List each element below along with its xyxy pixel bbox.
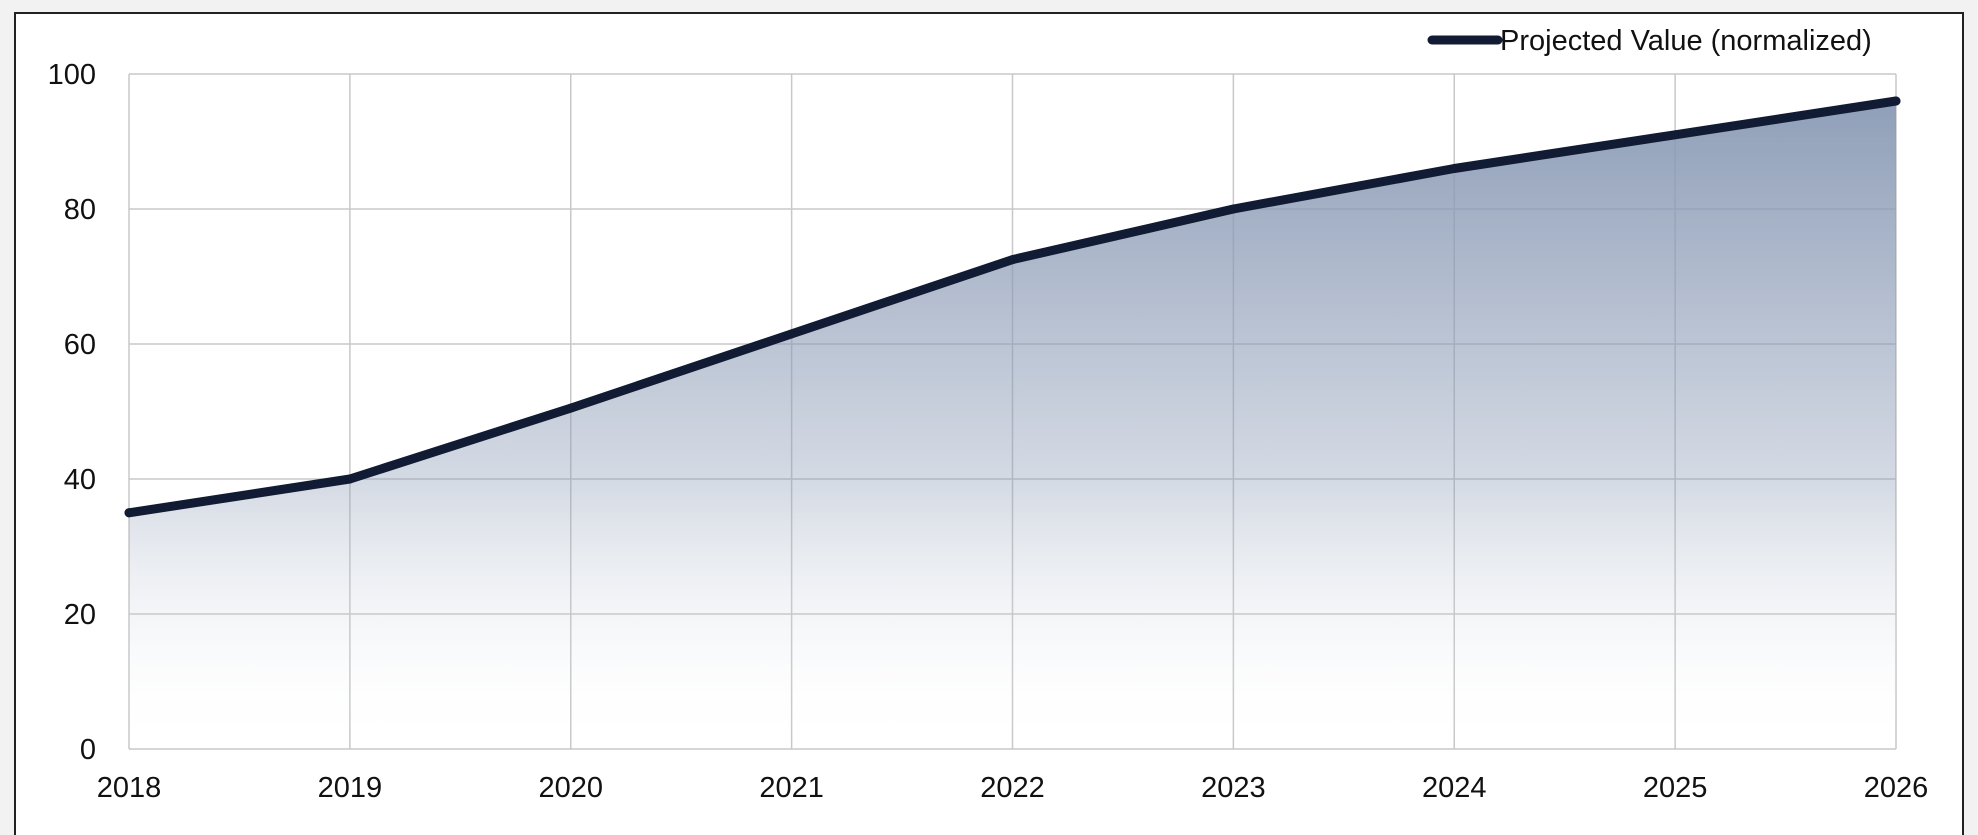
x-tick-label-2021: 2021 [759, 772, 824, 804]
data-point-2022 [1008, 255, 1017, 265]
x-tick-label-2018: 2018 [97, 772, 162, 804]
data-point-2025 [1670, 130, 1680, 140]
data-points [124, 96, 1901, 518]
x-tick-label-2023: 2023 [1201, 772, 1266, 804]
data-point-2019 [345, 474, 355, 484]
legend: Projected Value (normalized) [1427, 25, 1872, 57]
y-axis-ticks: 0 20 40 60 80 100 [48, 59, 96, 766]
data-point-2024 [1449, 164, 1459, 173]
x-tick-label-2020: 2020 [538, 772, 603, 804]
y-tick-label-20: 20 [64, 599, 96, 631]
data-point-2020 [566, 403, 576, 413]
y-tick-label-80: 80 [64, 194, 96, 226]
legend-label: Projected Value (normalized) [1500, 25, 1872, 57]
y-tick-label-60: 60 [64, 329, 96, 361]
data-point-2026 [1891, 96, 1901, 106]
x-tick-label-2026: 2026 [1864, 772, 1929, 804]
data-point-2023 [1228, 204, 1238, 214]
x-tick-label-2022: 2022 [980, 772, 1045, 804]
x-tick-label-2025: 2025 [1643, 772, 1708, 804]
x-axis-ticks: 2018 2019 2020 2021 2022 2023 2024 2025 2026 [97, 772, 1929, 804]
data-point-2018 [124, 508, 134, 518]
x-tick-label-2024: 2024 [1422, 772, 1487, 804]
y-tick-label-100: 100 [48, 59, 96, 91]
data-point-2021 [787, 329, 797, 339]
y-tick-label-40: 40 [64, 464, 96, 496]
y-tick-label-0: 0 [80, 734, 96, 766]
series-area-fill [129, 101, 1896, 749]
x-tick-label-2019: 2019 [318, 772, 383, 804]
